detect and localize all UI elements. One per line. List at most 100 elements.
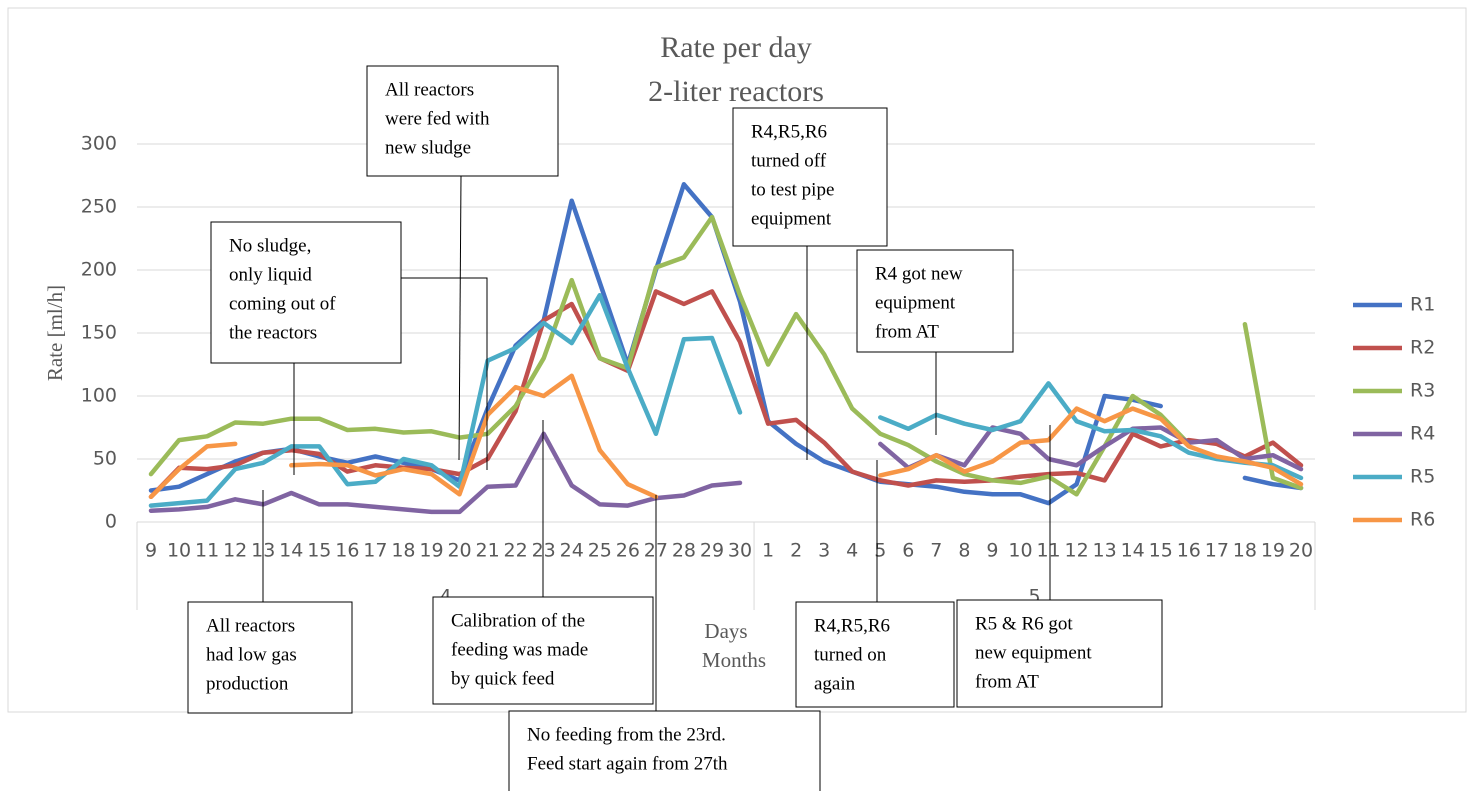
x-tick-label: 29 [700, 540, 724, 562]
annotation-text: All reactors [206, 615, 295, 636]
annotation-text: equipment [875, 292, 956, 313]
x-tick-label: 24 [560, 540, 584, 562]
x-tick-label: 22 [504, 540, 528, 562]
annotation-text: All reactors [385, 79, 474, 100]
annotation-text: new equipment [975, 642, 1092, 663]
x-tick-label: 10 [167, 540, 191, 562]
annotation-text: feeding was made [451, 639, 588, 660]
legend-label: R2 [1410, 337, 1435, 359]
x-tick-label: 12 [1065, 540, 1089, 562]
x-tick-label: 14 [1121, 540, 1145, 562]
x-tick-label: 15 [1149, 540, 1173, 562]
y-tick-label: 250 [81, 196, 117, 218]
y-tick-label: 0 [105, 511, 117, 533]
x-axis-label: Days [704, 619, 747, 643]
y-tick-label: 100 [81, 385, 117, 407]
annotation-text: by quick feed [451, 668, 555, 689]
x-tick-label: 16 [335, 540, 359, 562]
y-tick-label: 50 [93, 448, 117, 470]
annotation-text: turned on [814, 644, 887, 665]
annotation-text: again [814, 673, 856, 694]
annotation-text: Feed start again from 27th [527, 753, 728, 774]
x-tick-label: 18 [1233, 540, 1257, 562]
annotation-box [210, 221, 402, 364]
x-tick-label: 17 [363, 540, 387, 562]
annotation-text: No sludge, [229, 235, 311, 256]
x-tick-label: 11 [195, 540, 219, 562]
annotation-box [732, 107, 888, 247]
x-group-axis-label: Months [702, 648, 766, 672]
y-tick-label: 200 [81, 259, 117, 281]
annotation-text: coming out of [229, 293, 336, 314]
legend-label: R5 [1410, 466, 1435, 488]
annotation-text: R4 got new [875, 263, 963, 284]
annotation-text: were fed with [385, 108, 490, 129]
x-tick-label: 19 [419, 540, 443, 562]
x-tick-label: 20 [1289, 540, 1313, 562]
x-tick-label: 18 [391, 540, 415, 562]
annotation-box [432, 596, 654, 705]
annotation-box [366, 65, 559, 177]
annotation-text: new sludge [385, 137, 471, 158]
annotation-text: R4,R5,R6 [751, 121, 827, 142]
series-line [148, 373, 1304, 500]
annotation-text: production [206, 673, 289, 694]
legend-label: R6 [1410, 509, 1435, 531]
x-tick-label: 20 [447, 540, 471, 562]
annotation-text: to test pipe [751, 179, 834, 200]
annotation-box [856, 249, 1014, 353]
annotation-connector [458, 175, 462, 461]
chart-subtitle: 2-liter reactors [648, 75, 824, 108]
x-tick-label: 25 [588, 540, 612, 562]
x-tick-label: 13 [1093, 540, 1117, 562]
x-tick-label: 9 [145, 540, 157, 562]
annotation-text: the reactors [229, 322, 317, 343]
annotation-text: No feeding from the 23rd. [527, 724, 726, 745]
annotation-box [795, 601, 955, 708]
x-tick-label: 11 [1036, 540, 1060, 562]
x-tick-label: 6 [902, 540, 914, 562]
x-tick-label: 7 [930, 540, 942, 562]
x-tick-label: 21 [476, 540, 500, 562]
annotation-text: R5 & R6 got [975, 613, 1073, 634]
annotation-text: from AT [975, 671, 1039, 692]
x-tick-label: 30 [728, 540, 752, 562]
y-axis-label: Rate [ml/h] [43, 285, 67, 381]
x-tick-label: 3 [818, 540, 830, 562]
annotation-text: from AT [875, 321, 939, 342]
annotation-text: only liquid [229, 264, 312, 285]
annotation-text: turned off [751, 150, 827, 171]
x-tick-label: 1 [762, 540, 774, 562]
x-tick-label: 17 [1205, 540, 1229, 562]
x-tick-label: 14 [279, 540, 303, 562]
x-tick-label: 12 [223, 540, 247, 562]
legend-label: R1 [1410, 294, 1435, 316]
x-tick-label: 2 [790, 540, 802, 562]
annotation-text: had low gas [206, 644, 297, 665]
x-tick-label: 28 [672, 540, 696, 562]
annotation-text: R4,R5,R6 [814, 615, 890, 636]
chart-title: Rate per day [660, 31, 812, 64]
annotation-text: equipment [751, 208, 832, 229]
x-tick-label: 5 [874, 540, 886, 562]
legend-label: R4 [1410, 423, 1435, 445]
x-tick-label: 10 [1008, 540, 1032, 562]
annotation-text: Calibration of the [451, 610, 585, 631]
annotation-connector [401, 277, 488, 470]
x-tick-label: 16 [1177, 540, 1201, 562]
x-tick-label: 15 [307, 540, 331, 562]
x-tick-label: 23 [532, 540, 556, 562]
series-line [148, 214, 1304, 497]
annotation-box [508, 710, 821, 791]
series-line [148, 425, 1304, 515]
annotation-box [187, 601, 353, 714]
y-tick-label: 150 [81, 322, 117, 344]
series-line [148, 289, 1304, 500]
annotation-box [956, 599, 1163, 708]
x-tick-label: 9 [986, 540, 998, 562]
x-tick-label: 4 [846, 540, 858, 562]
x-tick-label: 8 [958, 540, 970, 562]
legend-label: R3 [1410, 380, 1435, 402]
x-tick-label: 26 [616, 540, 640, 562]
